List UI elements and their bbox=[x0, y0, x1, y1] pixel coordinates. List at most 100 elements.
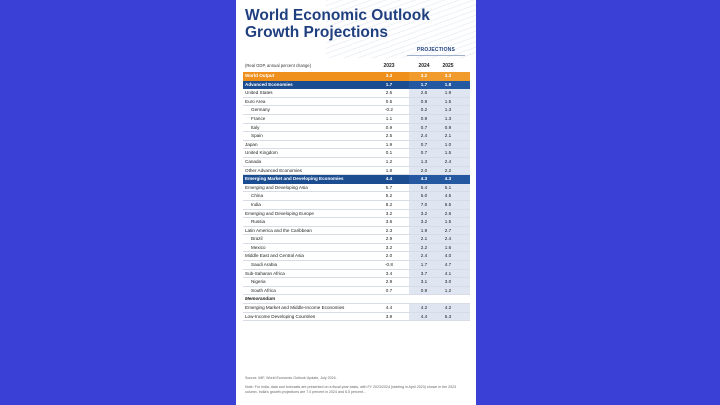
value-2024: 0.2 bbox=[420, 107, 428, 113]
table-row: Saudi Arabia -0.8 1.7 4.7 bbox=[243, 261, 470, 270]
value-2024: 3.2 bbox=[420, 210, 428, 216]
value-2023: 1.2 bbox=[385, 158, 393, 164]
table-row: United States 2.5 2.6 1.9 bbox=[243, 89, 470, 98]
row-label: Euro Area bbox=[245, 98, 266, 104]
value-2024: 3.1 bbox=[420, 279, 428, 285]
row-label: World Output bbox=[245, 73, 275, 78]
value-2023: 2.5 bbox=[385, 133, 393, 139]
value-2024: 1.7 bbox=[420, 81, 428, 87]
value-2024: 0.7 bbox=[420, 141, 428, 147]
value-2023: 0.1 bbox=[385, 150, 393, 156]
projection-shade bbox=[409, 226, 470, 235]
value-2024: 0.9 bbox=[420, 287, 428, 293]
table-row: Middle East and Central Asia 2.0 2.4 4.0 bbox=[243, 252, 470, 262]
projection-shade bbox=[409, 123, 470, 132]
table-row: South Africa 0.7 0.9 1.2 bbox=[243, 286, 470, 296]
projection-shade bbox=[409, 192, 470, 200]
value-2024: 3.7 bbox=[420, 270, 428, 276]
value-2023: 0.5 bbox=[385, 98, 393, 104]
value-2024: 0.7 bbox=[420, 124, 428, 130]
projections-header: PROJECTIONS bbox=[416, 47, 456, 53]
projection-shade bbox=[409, 243, 470, 252]
projections-divider bbox=[407, 55, 465, 56]
value-2023: 1.8 bbox=[385, 167, 393, 173]
value-2023: 1.1 bbox=[385, 115, 393, 121]
footnote: Note: For India, data and forecasts are … bbox=[245, 385, 457, 394]
value-2024: 0.7 bbox=[420, 150, 428, 156]
table-row: Low-Income Developing Countries 3.9 4.4 5.3 bbox=[243, 312, 470, 322]
value-2023: -0.2 bbox=[385, 107, 393, 113]
projection-shade bbox=[409, 261, 470, 269]
year-header-2025: 2025 bbox=[442, 63, 454, 69]
projection-shade bbox=[409, 183, 470, 192]
value-2025: 4.7 bbox=[444, 262, 452, 268]
projection-shade bbox=[409, 80, 470, 90]
value-2025: 6.5 bbox=[444, 201, 452, 207]
value-2023: 1.9 bbox=[385, 141, 393, 147]
table-row: Emerging and Developing Europe 3.2 3.2 2.6 bbox=[243, 209, 470, 219]
projection-shade bbox=[409, 235, 470, 243]
value-2024: 1.9 bbox=[420, 227, 428, 233]
row-label: Japan bbox=[245, 141, 258, 147]
value-2025: 4.1 bbox=[444, 270, 452, 276]
value-2024: 1.7 bbox=[420, 262, 428, 268]
year-header-2024: 2024 bbox=[418, 63, 430, 69]
title-line-2: Growth Projections bbox=[245, 24, 388, 41]
row-label: Low-Income Developing Countries bbox=[245, 313, 316, 319]
projection-shade bbox=[409, 269, 470, 278]
value-2023: 2.9 bbox=[385, 279, 393, 285]
value-2024: 3.2 bbox=[420, 219, 428, 225]
value-2024: 2.0 bbox=[420, 167, 428, 173]
value-2025: 2.2 bbox=[444, 167, 452, 173]
value-2023: 0.9 bbox=[385, 124, 393, 130]
value-2024: 2.6 bbox=[420, 90, 428, 96]
value-2023: 2.0 bbox=[385, 253, 393, 259]
growth-projections-document: World Economic Outlook Growth Projection… bbox=[236, 0, 476, 405]
value-2023: 3.4 bbox=[385, 270, 393, 276]
table-row: Memorandum bbox=[243, 295, 470, 305]
projection-shade bbox=[409, 149, 470, 157]
value-2023: 0.7 bbox=[385, 287, 393, 293]
value-2023: 3.9 bbox=[385, 313, 393, 319]
projection-shade bbox=[409, 286, 470, 295]
row-label: Russia bbox=[251, 219, 266, 225]
row-label: Middle East and Central Asia bbox=[245, 253, 304, 259]
value-2025: 1.2 bbox=[444, 287, 452, 293]
row-label: France bbox=[251, 115, 266, 121]
value-2025: 2.6 bbox=[444, 210, 452, 216]
value-2025: 3.3 bbox=[444, 73, 452, 78]
document-title: World Economic Outlook Growth Projection… bbox=[245, 7, 465, 41]
value-2024: 0.9 bbox=[420, 115, 428, 121]
table-row: Japan 1.9 0.7 1.0 bbox=[243, 140, 470, 150]
table-row: Euro Area 0.5 0.9 1.5 bbox=[243, 97, 470, 107]
table-row: Emerging Market and Developing Economies… bbox=[243, 175, 470, 184]
table-row: Nigeria 2.9 3.1 3.0 bbox=[243, 278, 470, 287]
value-2024: 5.0 bbox=[420, 193, 428, 199]
value-2025: 3.0 bbox=[444, 279, 452, 285]
projection-shade bbox=[409, 200, 470, 209]
table-row: World Output 3.3 3.2 3.3 bbox=[243, 72, 470, 81]
projection-shade bbox=[409, 252, 470, 261]
value-2024: 1.3 bbox=[420, 158, 428, 164]
table-row: China 5.2 5.0 4.5 bbox=[243, 192, 470, 201]
value-2025: 1.0 bbox=[444, 141, 452, 147]
row-label: Germany bbox=[251, 107, 270, 113]
projections-table: World Output 3.3 3.2 3.3 Advanced Economies 1… bbox=[243, 72, 470, 322]
projection-shade bbox=[409, 209, 470, 218]
row-label: Italy bbox=[251, 124, 260, 130]
projection-shade bbox=[409, 114, 470, 123]
value-2025: 1.8 bbox=[444, 81, 452, 87]
value-2025: 2.7 bbox=[444, 227, 452, 233]
projection-shade bbox=[409, 89, 470, 97]
value-2023: 2.9 bbox=[385, 236, 393, 242]
value-2025: 1.5 bbox=[444, 150, 452, 156]
value-2024: 0.9 bbox=[420, 98, 428, 104]
projection-shade bbox=[409, 157, 470, 166]
table-row: Latin America and the Caribbean 2.3 1.9 2.7 bbox=[243, 226, 470, 236]
value-2023: 2.3 bbox=[385, 227, 393, 233]
table-row: Spain 2.5 2.4 2.1 bbox=[243, 132, 470, 141]
row-label: Memorandum bbox=[245, 296, 276, 302]
table-row: Sub-Saharan Africa 3.4 3.7 4.1 bbox=[243, 269, 470, 279]
row-label: Advanced Economies bbox=[245, 81, 293, 87]
row-label: Latin America and the Caribbean bbox=[245, 227, 312, 233]
